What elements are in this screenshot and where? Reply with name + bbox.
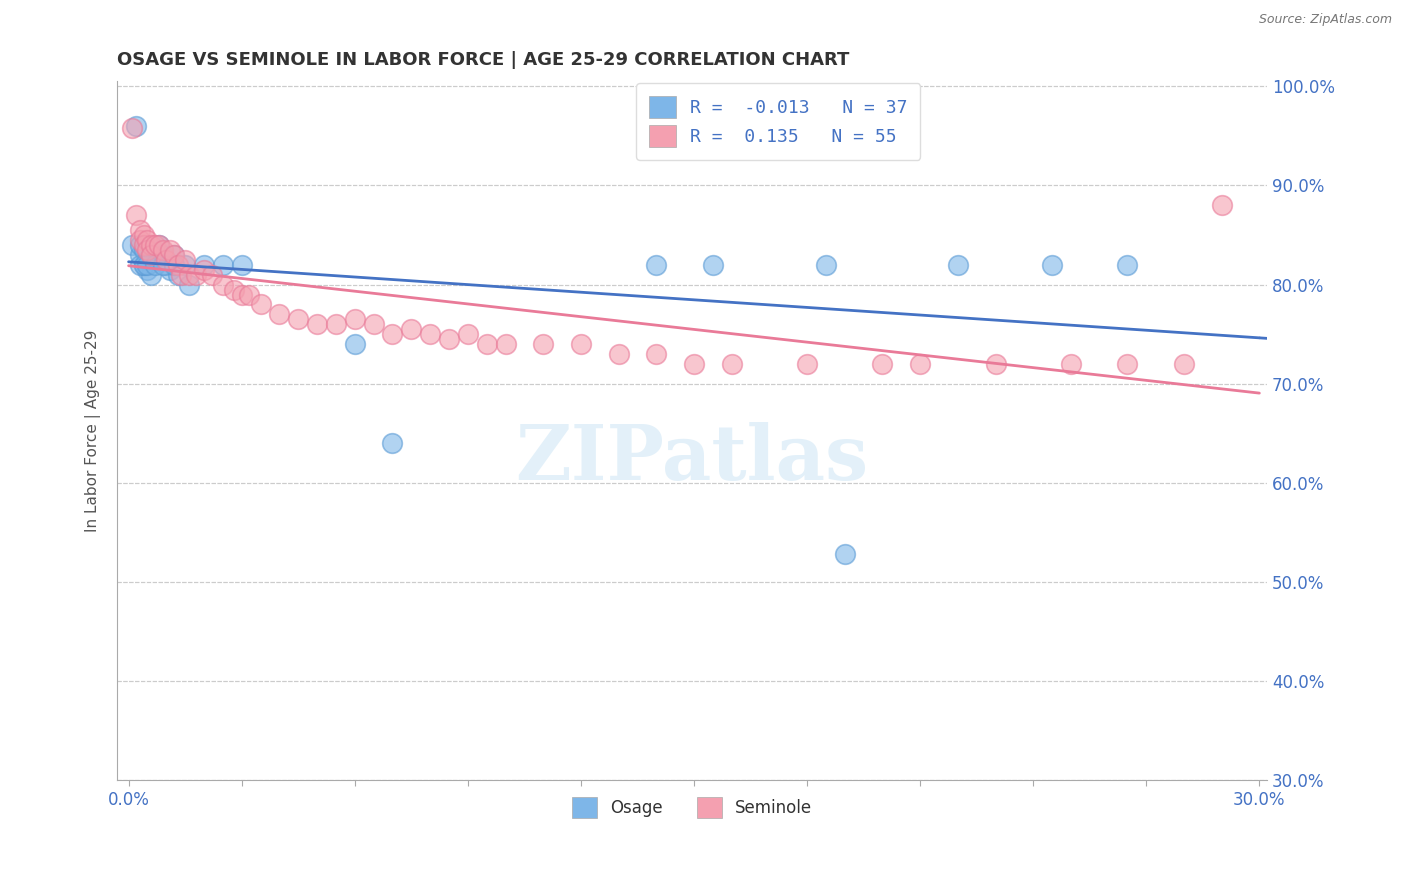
Text: Source: ZipAtlas.com: Source: ZipAtlas.com [1258,13,1392,27]
Point [1173,357,1195,371]
Point [238,287,260,301]
Point [136,243,159,257]
Point [475,337,498,351]
Y-axis label: In Labor Force | Age 25-29: In Labor Force | Age 25-29 [86,330,101,532]
Point [200,268,222,282]
Point [249,297,271,311]
Point [143,238,166,252]
Point [343,337,366,351]
Point [141,268,163,282]
Point [305,318,328,332]
Point [136,233,159,247]
Point [269,307,291,321]
Point [1211,198,1233,212]
Point [457,327,479,342]
Point [814,258,837,272]
Point [645,258,668,272]
Point [401,322,423,336]
Point [287,312,309,326]
Point [174,258,197,272]
Point [152,248,174,262]
Point [136,262,159,277]
Point [132,258,155,272]
Point [177,268,200,282]
Point [159,262,181,277]
Point [128,258,150,272]
Point [166,268,188,282]
Point [128,223,150,237]
Point [141,238,163,252]
Point [796,357,818,371]
Point [163,258,186,272]
Point [872,357,894,371]
Point [325,318,347,332]
Point [224,283,246,297]
Point [132,243,155,257]
Point [125,119,148,133]
Point [645,347,668,361]
Point [170,268,193,282]
Point [132,258,155,272]
Point [419,327,441,342]
Point [1116,258,1139,272]
Point [984,357,1007,371]
Point [125,208,148,222]
Point [363,318,385,332]
Point [159,243,181,257]
Point [343,312,366,326]
Point [834,547,856,561]
Point [231,287,253,301]
Text: OSAGE VS SEMINOLE IN LABOR FORCE | AGE 25-29 CORRELATION CHART: OSAGE VS SEMINOLE IN LABOR FORCE | AGE 2… [117,51,849,69]
Point [569,337,592,351]
Point [128,248,150,262]
Point [136,252,159,267]
Point [211,277,233,292]
Point [946,258,969,272]
Point [128,233,150,247]
Point [166,258,188,272]
Point [1060,357,1083,371]
Point [908,357,931,371]
Point [163,248,186,262]
Point [121,120,143,135]
Point [531,337,554,351]
Point [148,238,170,252]
Point [152,258,174,272]
Point [495,337,517,351]
Point [231,258,253,272]
Point [186,268,208,282]
Point [211,258,233,272]
Point [152,243,174,257]
Point [155,258,177,272]
Point [141,248,163,262]
Point [174,252,197,267]
Point [193,258,215,272]
Point [381,436,404,450]
Point [720,357,742,371]
Point [381,327,404,342]
Legend: Osage, Seminole: Osage, Seminole [565,790,818,824]
Point [607,347,630,361]
Point [193,262,215,277]
Point [121,238,143,252]
Point [177,277,200,292]
Point [437,332,460,346]
Point [132,227,155,242]
Point [1116,357,1139,371]
Point [148,238,170,252]
Point [143,258,166,272]
Point [163,248,186,262]
Point [143,252,166,267]
Point [128,238,150,252]
Point [132,238,155,252]
Point [136,258,159,272]
Point [1040,258,1063,272]
Point [702,258,724,272]
Text: ZIPatlas: ZIPatlas [516,422,869,496]
Point [683,357,706,371]
Point [155,252,177,267]
